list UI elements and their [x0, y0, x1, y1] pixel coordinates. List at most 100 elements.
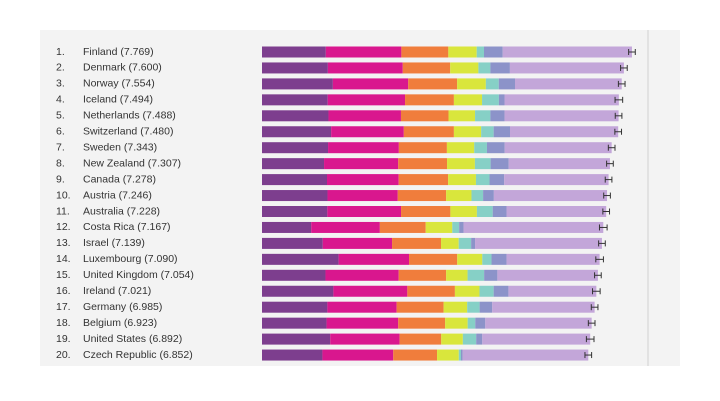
bar-segment [458, 237, 472, 249]
bar-segment [479, 301, 493, 313]
bar-segment [471, 190, 484, 202]
category-label: Netherlands (7.488) [83, 110, 176, 122]
error-bar [628, 49, 636, 55]
bar-segment [490, 110, 505, 122]
bar-segment [462, 349, 589, 361]
bar-segment [446, 190, 472, 202]
category-label: Sweden (7.343) [83, 141, 157, 153]
bar-segment [492, 301, 595, 313]
bar-segment [333, 285, 408, 297]
bar-segment [453, 94, 483, 106]
bar-segment [402, 62, 451, 74]
category-label: United Kingdom (7.054) [83, 269, 194, 281]
bar-segment [407, 285, 455, 297]
category-label: Norway (7.554) [83, 78, 155, 90]
bar-segment [467, 301, 480, 313]
bar-segment [448, 174, 476, 186]
bar-segment [462, 333, 477, 345]
error-bar [592, 288, 601, 295]
bar-segment [338, 253, 410, 265]
bar-segment [450, 206, 477, 217]
rank-label: 18. [56, 317, 71, 329]
bar-segment [493, 190, 608, 202]
bar-segment [450, 62, 479, 74]
rank-label: 10. [56, 189, 71, 201]
bar-segment [322, 349, 394, 361]
error-bar [602, 208, 611, 215]
bar-segment [262, 126, 332, 138]
bar-segment [493, 285, 509, 297]
bar-segment [405, 94, 454, 106]
bar-segment [324, 158, 399, 170]
category-label: Iceland (7.494) [83, 94, 153, 106]
bar-segment [475, 110, 491, 122]
bar-segment [474, 142, 487, 154]
bar-segment [481, 126, 494, 138]
error-bar [606, 160, 614, 167]
bar-segment [327, 94, 406, 106]
error-bar [604, 176, 613, 183]
bar-segment [262, 206, 328, 217]
bar-segment [498, 94, 505, 106]
bar-segment [463, 221, 604, 233]
bar-segment [504, 142, 612, 154]
rank-label: 8. [56, 157, 65, 169]
bar-segment [475, 317, 486, 329]
bar-segment [497, 269, 598, 281]
bar-segment [398, 317, 446, 329]
bar-segment [393, 349, 438, 361]
error-bar [585, 336, 595, 343]
bar-segment [327, 174, 399, 186]
category-label: Canada (7.278) [83, 173, 156, 185]
error-bar [614, 128, 623, 135]
bar-segment [262, 190, 328, 202]
rank-label: 20. [56, 349, 71, 361]
bar-segment [398, 158, 448, 170]
bar-segment [262, 317, 327, 329]
bar-segment [482, 333, 591, 345]
bar-segment [498, 78, 515, 90]
bar-segment [467, 269, 485, 281]
bar-segment [482, 94, 499, 106]
bar-segment [483, 190, 494, 202]
bar-segment [401, 206, 451, 217]
bar-segment [327, 190, 398, 202]
category-label: Belgium (6.923) [83, 317, 157, 329]
bar-segment [467, 317, 476, 329]
category-label: Costa Rica (7.167) [83, 221, 171, 233]
bar-segment [322, 237, 393, 249]
bar-segment [331, 126, 404, 138]
bar-segment [403, 126, 454, 138]
bar-segment [262, 78, 333, 90]
bar-segment [490, 62, 510, 74]
bar-segment [476, 206, 493, 217]
category-label: United States (6.892) [83, 333, 182, 345]
bar-segment [327, 301, 397, 313]
error-bar [594, 272, 602, 279]
bar-segment [446, 269, 468, 281]
bar-segment [493, 126, 510, 138]
error-bar [595, 256, 604, 263]
bar-segment [262, 62, 328, 74]
bar-segment [508, 285, 597, 297]
bar-segment [476, 46, 484, 58]
bar-segment [476, 333, 483, 345]
bar-segment [425, 221, 453, 233]
bar-segment [504, 174, 609, 186]
bar-segment [327, 206, 402, 217]
bar-segment [504, 94, 619, 106]
bar-segment [399, 333, 442, 345]
bar-segment [458, 349, 461, 361]
bar-segment [486, 142, 505, 154]
bar-segment [475, 174, 490, 186]
bar-segment [397, 190, 447, 202]
bar-segment [262, 158, 325, 170]
bar-segment [262, 301, 328, 313]
rank-label: 9. [56, 173, 65, 185]
error-bar [617, 80, 626, 87]
category-label: Israel (7.139) [83, 237, 145, 249]
bar-segment [398, 269, 447, 281]
bar-segment [408, 78, 458, 90]
bar-segment [396, 301, 444, 313]
bar-segment [461, 349, 463, 361]
